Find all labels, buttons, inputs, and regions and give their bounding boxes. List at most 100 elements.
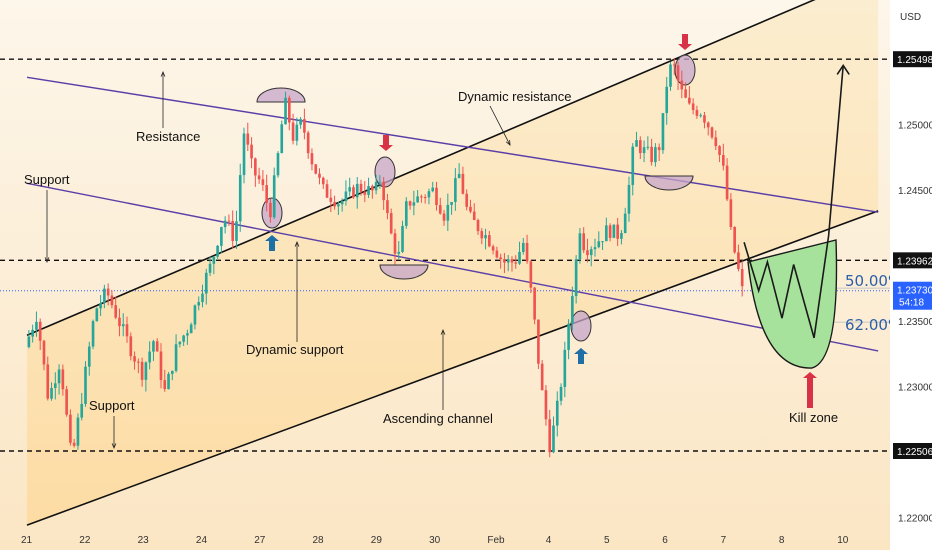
axis-currency: USD: [900, 12, 921, 23]
current-price-tag: 1.23730: [897, 286, 932, 297]
candle-body: [87, 346, 91, 367]
x-tick-label: 28: [313, 535, 325, 546]
pointer-resistance-head: [160, 70, 166, 77]
time-axis[interactable]: 21 22 23 24 27 28 29 30 Feb 4 5 6 7 8 10: [21, 535, 849, 546]
candle-body: [216, 245, 219, 257]
candle-body: [174, 344, 178, 371]
level-tag-0: 1.25498: [897, 55, 932, 66]
candle-body: [250, 144, 253, 159]
candle-body: [189, 324, 193, 334]
candle-body: [314, 164, 318, 174]
candle-body: [310, 153, 314, 165]
candle-body: [186, 333, 189, 336]
candle-body: [669, 64, 672, 87]
candle-body: [680, 80, 684, 90]
candle-body: [438, 205, 442, 214]
candle-body: [412, 202, 416, 206]
current-price-tag-bg: [893, 281, 932, 310]
candle-body: [193, 305, 197, 325]
candle-body: [631, 146, 635, 185]
candle-body: [201, 293, 204, 303]
candle-body: [129, 336, 133, 357]
candle-body: [204, 272, 208, 294]
candle-body: [642, 147, 646, 154]
y-tick-label: 1.23000: [898, 382, 932, 393]
level-tag-bg-2: [893, 443, 932, 459]
candle-body: [638, 140, 642, 154]
candle-body: [57, 369, 61, 384]
candle-body: [623, 213, 627, 234]
candle-body: [329, 197, 333, 203]
y-tick-label: 1.24500: [898, 186, 932, 197]
candle-body: [137, 361, 140, 363]
candle-body: [582, 233, 586, 251]
candle-body: [223, 220, 227, 228]
candle-body: [525, 242, 529, 262]
candle-body: [506, 259, 510, 263]
candle-body: [133, 356, 136, 362]
candle-body: [367, 186, 370, 195]
candle-body: [272, 175, 276, 218]
candle-body: [118, 317, 121, 327]
candle-body: [344, 191, 348, 202]
trend-lines: [26, 0, 879, 526]
candle-body: [571, 296, 574, 324]
candle-body: [401, 225, 404, 252]
candle-body: [374, 182, 378, 191]
descending-channel-upper-line: [26, 76, 879, 213]
candle-body: [404, 201, 408, 226]
candle-body: [163, 380, 167, 390]
candle-body: [427, 191, 431, 198]
candle-body: [620, 233, 623, 239]
candle-body: [435, 187, 438, 206]
candle-body: [31, 329, 34, 337]
candle-body: [227, 220, 231, 222]
candle-body: [616, 224, 619, 239]
candle-body: [337, 204, 340, 207]
pointer-support-bottom-head: [111, 443, 117, 450]
candle-body: [208, 263, 212, 273]
candle-body: [469, 206, 472, 212]
level-tag-2: 1.22506: [897, 447, 932, 458]
candle-body: [121, 324, 125, 327]
touch-circle-2: [570, 310, 592, 342]
candle-body: [601, 241, 604, 243]
candle-body: [442, 213, 446, 221]
candle-body: [144, 362, 148, 380]
sell-arrow-29: [379, 135, 393, 151]
annotation-labels: Resistance Support Support Dynamic resis…: [24, 89, 902, 426]
candle-body: [627, 184, 631, 214]
candle-body: [665, 86, 669, 114]
candle-body: [287, 97, 291, 123]
candle-body: [125, 324, 129, 337]
candle-body: [461, 173, 465, 194]
candle-body: [691, 103, 695, 110]
label-kill-zone: Kill zone: [789, 410, 838, 425]
candle-body: [457, 173, 461, 179]
x-tick-label: 30: [429, 535, 441, 546]
fib-label-50: 50.00%: [845, 272, 902, 290]
candle-body: [510, 259, 514, 263]
pointer-support-top-head: [44, 257, 50, 264]
candle-body: [382, 181, 385, 201]
candle-body: [284, 97, 287, 125]
price-axis[interactable]: USD 1.220001.225001.230001.235001.240001…: [890, 0, 932, 550]
candle-body: [555, 400, 559, 426]
candle-body: [167, 373, 170, 390]
x-tick-label: 5: [604, 535, 610, 546]
ascending-channel-lower-line: [26, 210, 879, 526]
candle-body: [484, 235, 487, 239]
x-tick-label: 7: [721, 535, 727, 546]
kill-zone-arrow: [803, 372, 817, 388]
y-tick-label: 1.25000: [898, 120, 932, 131]
candle-body: [420, 196, 423, 198]
candle-body: [706, 122, 710, 128]
candle-body: [540, 363, 544, 391]
candle-body: [318, 173, 321, 178]
label-resistance: Resistance: [136, 129, 200, 144]
candle-body: [106, 288, 110, 296]
candle-body: [182, 335, 185, 342]
candle-body: [672, 64, 676, 66]
projection-path: [743, 65, 844, 339]
